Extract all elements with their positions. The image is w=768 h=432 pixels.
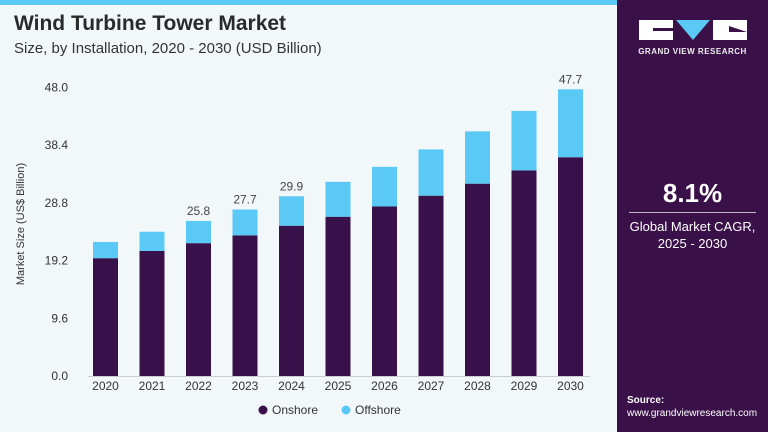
bar-onshore-2027 <box>418 195 444 376</box>
data-label: 27.7 <box>233 193 257 207</box>
y-tick-label: 9.6 <box>51 311 68 325</box>
x-tick-label: 2020 <box>92 379 119 393</box>
cagr-label: Global Market CAGR, 2025 - 2030 <box>617 218 768 252</box>
chart-panel: Wind Turbine Tower Market Size, by Insta… <box>0 0 617 432</box>
bar-onshore-2029 <box>511 170 537 376</box>
x-tick-label: 2022 <box>185 379 212 393</box>
bar-onshore-2022 <box>186 243 211 376</box>
x-tick-label: 2025 <box>325 379 352 393</box>
legend-label-onshore: Onshore <box>272 403 318 417</box>
bar-onshore-2023 <box>232 235 258 376</box>
data-label: 47.7 <box>559 72 583 86</box>
bar-onshore-2030 <box>558 157 583 376</box>
data-label: 25.8 <box>187 204 211 218</box>
chart-subtitle: Size, by Installation, 2020 - 2030 (USD … <box>14 40 322 57</box>
bar-offshore-2025 <box>325 181 351 217</box>
bar-onshore-2028 <box>465 183 490 376</box>
bar-onshore-2024 <box>279 225 304 376</box>
bar-onshore-2025 <box>325 216 351 376</box>
x-tick-label: 2026 <box>371 379 398 393</box>
source-label: Source: <box>627 395 665 406</box>
legend-marker-offshore <box>341 405 351 415</box>
x-tick-label: 2030 <box>557 379 584 393</box>
divider <box>629 212 756 213</box>
x-tick-label: 2023 <box>232 379 259 393</box>
bar-offshore-2021 <box>139 231 165 251</box>
bar-offshore-2026 <box>372 166 397 207</box>
x-tick-label: 2027 <box>418 379 445 393</box>
bar-offshore-2029 <box>511 110 537 171</box>
cagr-value: 8.1% <box>662 178 723 208</box>
x-tick-label: 2024 <box>278 379 305 393</box>
grand-view-research-logo <box>639 20 747 40</box>
data-label: 29.9 <box>280 179 304 193</box>
x-tick-label: 2028 <box>464 379 491 393</box>
accent-bar <box>0 0 617 5</box>
bar-offshore-2030 <box>558 89 583 158</box>
bar-onshore-2020 <box>93 258 118 376</box>
bar-offshore-2022 <box>186 220 211 244</box>
cagr-label-line2: 2025 - 2030 <box>657 236 728 251</box>
bar-offshore-2027 <box>418 149 444 196</box>
brand-name: GRAND VIEW RESEARCH <box>638 47 747 56</box>
info-panel: GRAND VIEW RESEARCH 8.1% Global Market C… <box>617 0 768 432</box>
cagr-label-line1: Global Market CAGR, <box>629 219 756 234</box>
y-tick-label: 0.0 <box>51 369 68 383</box>
bar-offshore-2023 <box>232 209 258 236</box>
y-tick-label: 38.4 <box>45 138 69 152</box>
legend-marker-onshore <box>258 405 268 415</box>
bar-offshore-2024 <box>279 196 304 226</box>
chart-title: Wind Turbine Tower Market <box>14 12 287 35</box>
y-axis-label: Market Size (US$ Billion) <box>15 163 27 285</box>
x-tick-label: 2021 <box>139 379 166 393</box>
x-tick-label: 2029 <box>511 379 538 393</box>
bar-onshore-2021 <box>139 250 165 376</box>
bar-offshore-2020 <box>93 241 118 259</box>
y-tick-label: 28.8 <box>45 196 69 210</box>
y-tick-label: 19.2 <box>45 254 69 268</box>
bar-onshore-2026 <box>372 206 397 376</box>
bar-chart: 0.0 9.6 19.2 28.8 38.4 48.0 Market Size (US$ B… <box>15 72 590 417</box>
bar-offshore-2028 <box>465 131 490 184</box>
source: Source: www.grandviewresearch.com <box>627 394 757 420</box>
source-url[interactable]: www.grandviewresearch.com <box>627 408 758 419</box>
y-tick-label: 48.0 <box>45 80 69 94</box>
legend-label-offshore: Offshore <box>355 403 401 417</box>
